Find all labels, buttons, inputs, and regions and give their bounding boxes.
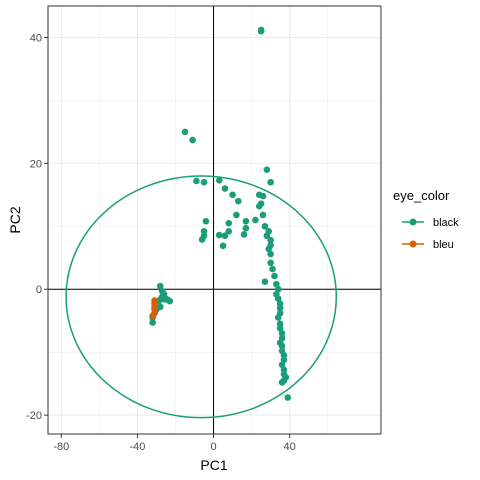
legend-label-bleu: bleu [433,239,454,251]
point-black [257,200,265,207]
point-black [242,224,250,232]
confidence-ellipse [65,175,338,419]
point-black [158,287,166,295]
point-black [149,319,156,326]
y-axis-title: PC2 [7,206,23,233]
point-black [193,177,200,185]
point-black [198,236,206,243]
point-black [267,259,274,267]
point-bleu [149,312,156,319]
point-black [276,324,284,332]
x-axis-ticks: -80 -40 0 40 [53,434,296,453]
point-black [267,236,274,244]
legend-key-bleu [402,240,424,248]
point-black [181,128,189,136]
point-black [257,27,265,35]
y-tick-label: 20 [30,158,42,170]
point-black [225,228,233,235]
point-black [242,217,250,225]
point-black [219,242,227,250]
point-black [259,211,267,219]
point-black [265,245,273,253]
legend-key-bleu-dot [409,240,417,248]
point-black [278,329,286,337]
legend-title: eye_color [393,188,450,203]
reference-lines [48,6,381,434]
point-black [274,314,282,321]
point-black [278,342,286,350]
point-black [278,361,286,369]
point-black [215,231,223,239]
legend-key-black [402,218,424,226]
point-black [202,217,210,225]
point-black [234,197,242,205]
x-tick-label: 40 [284,441,296,453]
point-black [267,250,274,258]
point-black [221,232,229,240]
x-tick-label: 0 [210,441,216,453]
point-black [240,231,248,238]
y-axis-ticks: -20 0 20 40 [26,32,48,422]
y-tick-label: 0 [36,284,42,296]
point-black [156,282,164,290]
x-tick-label: -80 [53,441,69,453]
point-black [284,394,292,401]
point-black [267,178,274,186]
legend: eye_color black bleu [393,188,459,251]
x-axis-title: PC1 [200,457,227,473]
point-black [280,356,288,364]
point-black [166,297,174,305]
point-black [269,265,276,273]
point-black [263,232,271,240]
x-tick-label: -40 [129,441,145,453]
point-bleu [151,299,158,307]
point-black [273,280,280,288]
plot-panel-border [47,5,382,435]
point-black [274,285,282,293]
point-black [271,272,278,280]
point-black [233,211,240,219]
point-black [276,304,284,312]
point-black [252,216,259,224]
point-black [263,166,271,173]
y-tick-label: -20 [26,410,42,422]
point-black [261,222,269,230]
point-black [189,136,196,144]
point-black [229,191,236,199]
point-black [200,178,208,186]
point-black [274,295,282,302]
y-tick-label: 40 [30,32,42,44]
point-black [221,185,229,192]
point-black [225,219,233,227]
point-black [215,177,223,184]
point-black [261,278,269,285]
legend-label-black: black [433,217,459,229]
ellipse-black [65,175,338,419]
point-black [255,191,263,199]
legend-key-black-dot [409,218,417,226]
point-black [278,379,286,386]
data-points [149,26,292,401]
